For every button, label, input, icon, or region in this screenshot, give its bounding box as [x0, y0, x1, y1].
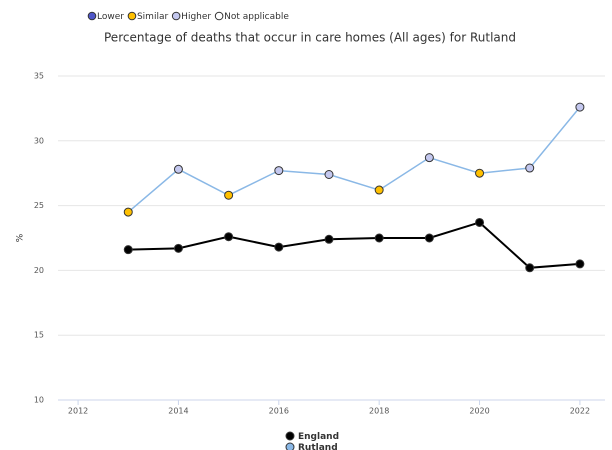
legend-label: Higher — [181, 12, 211, 22]
x-tick-label: 2020 — [469, 407, 489, 416]
x-tick-label: 2016 — [269, 407, 289, 416]
data-point — [123, 207, 133, 217]
legend-label: Not applicable — [224, 12, 289, 22]
data-point — [374, 233, 384, 243]
data-point — [324, 169, 334, 179]
legend-marker — [171, 11, 181, 21]
data-point — [575, 259, 585, 269]
legend-marker — [127, 11, 137, 21]
series-line — [127, 106, 581, 213]
data-point — [575, 102, 585, 112]
data-point — [424, 153, 434, 163]
data-point — [123, 245, 133, 255]
data-point — [475, 168, 485, 178]
legend-label: England — [298, 432, 339, 442]
y-axis-label: % — [16, 233, 26, 242]
data-point — [525, 263, 535, 273]
data-point — [525, 163, 535, 173]
series-line — [128, 221, 580, 269]
data-point — [324, 234, 334, 244]
data-point — [173, 164, 183, 174]
data-point — [274, 242, 284, 252]
x-tick-label: 2014 — [168, 407, 188, 416]
y-tick-label: 25 — [34, 201, 44, 210]
legend-marker — [285, 431, 295, 441]
x-tick-label: 2018 — [369, 407, 389, 416]
y-tick-label: 30 — [34, 136, 44, 145]
data-point — [424, 233, 434, 243]
y-tick-label: 35 — [34, 72, 44, 81]
legend-marker — [87, 11, 97, 21]
legend-label: Lower — [97, 12, 124, 22]
x-tick-label: 2012 — [68, 407, 88, 416]
legend-marker — [285, 442, 295, 450]
data-point — [374, 185, 384, 195]
y-tick-label: 15 — [34, 331, 44, 340]
data-point — [274, 166, 284, 176]
y-tick-label: 20 — [34, 266, 44, 275]
data-point — [224, 190, 234, 200]
data-point — [475, 217, 485, 227]
legend-label: Rutland — [298, 443, 338, 450]
data-point — [173, 243, 183, 253]
legend-label: Similar — [137, 12, 168, 22]
x-tick-label: 2022 — [570, 407, 590, 416]
y-tick-label: 10 — [34, 396, 44, 405]
chart-title: Percentage of deaths that occur in care … — [104, 31, 516, 45]
data-point — [224, 232, 234, 242]
legend-marker — [214, 11, 224, 21]
